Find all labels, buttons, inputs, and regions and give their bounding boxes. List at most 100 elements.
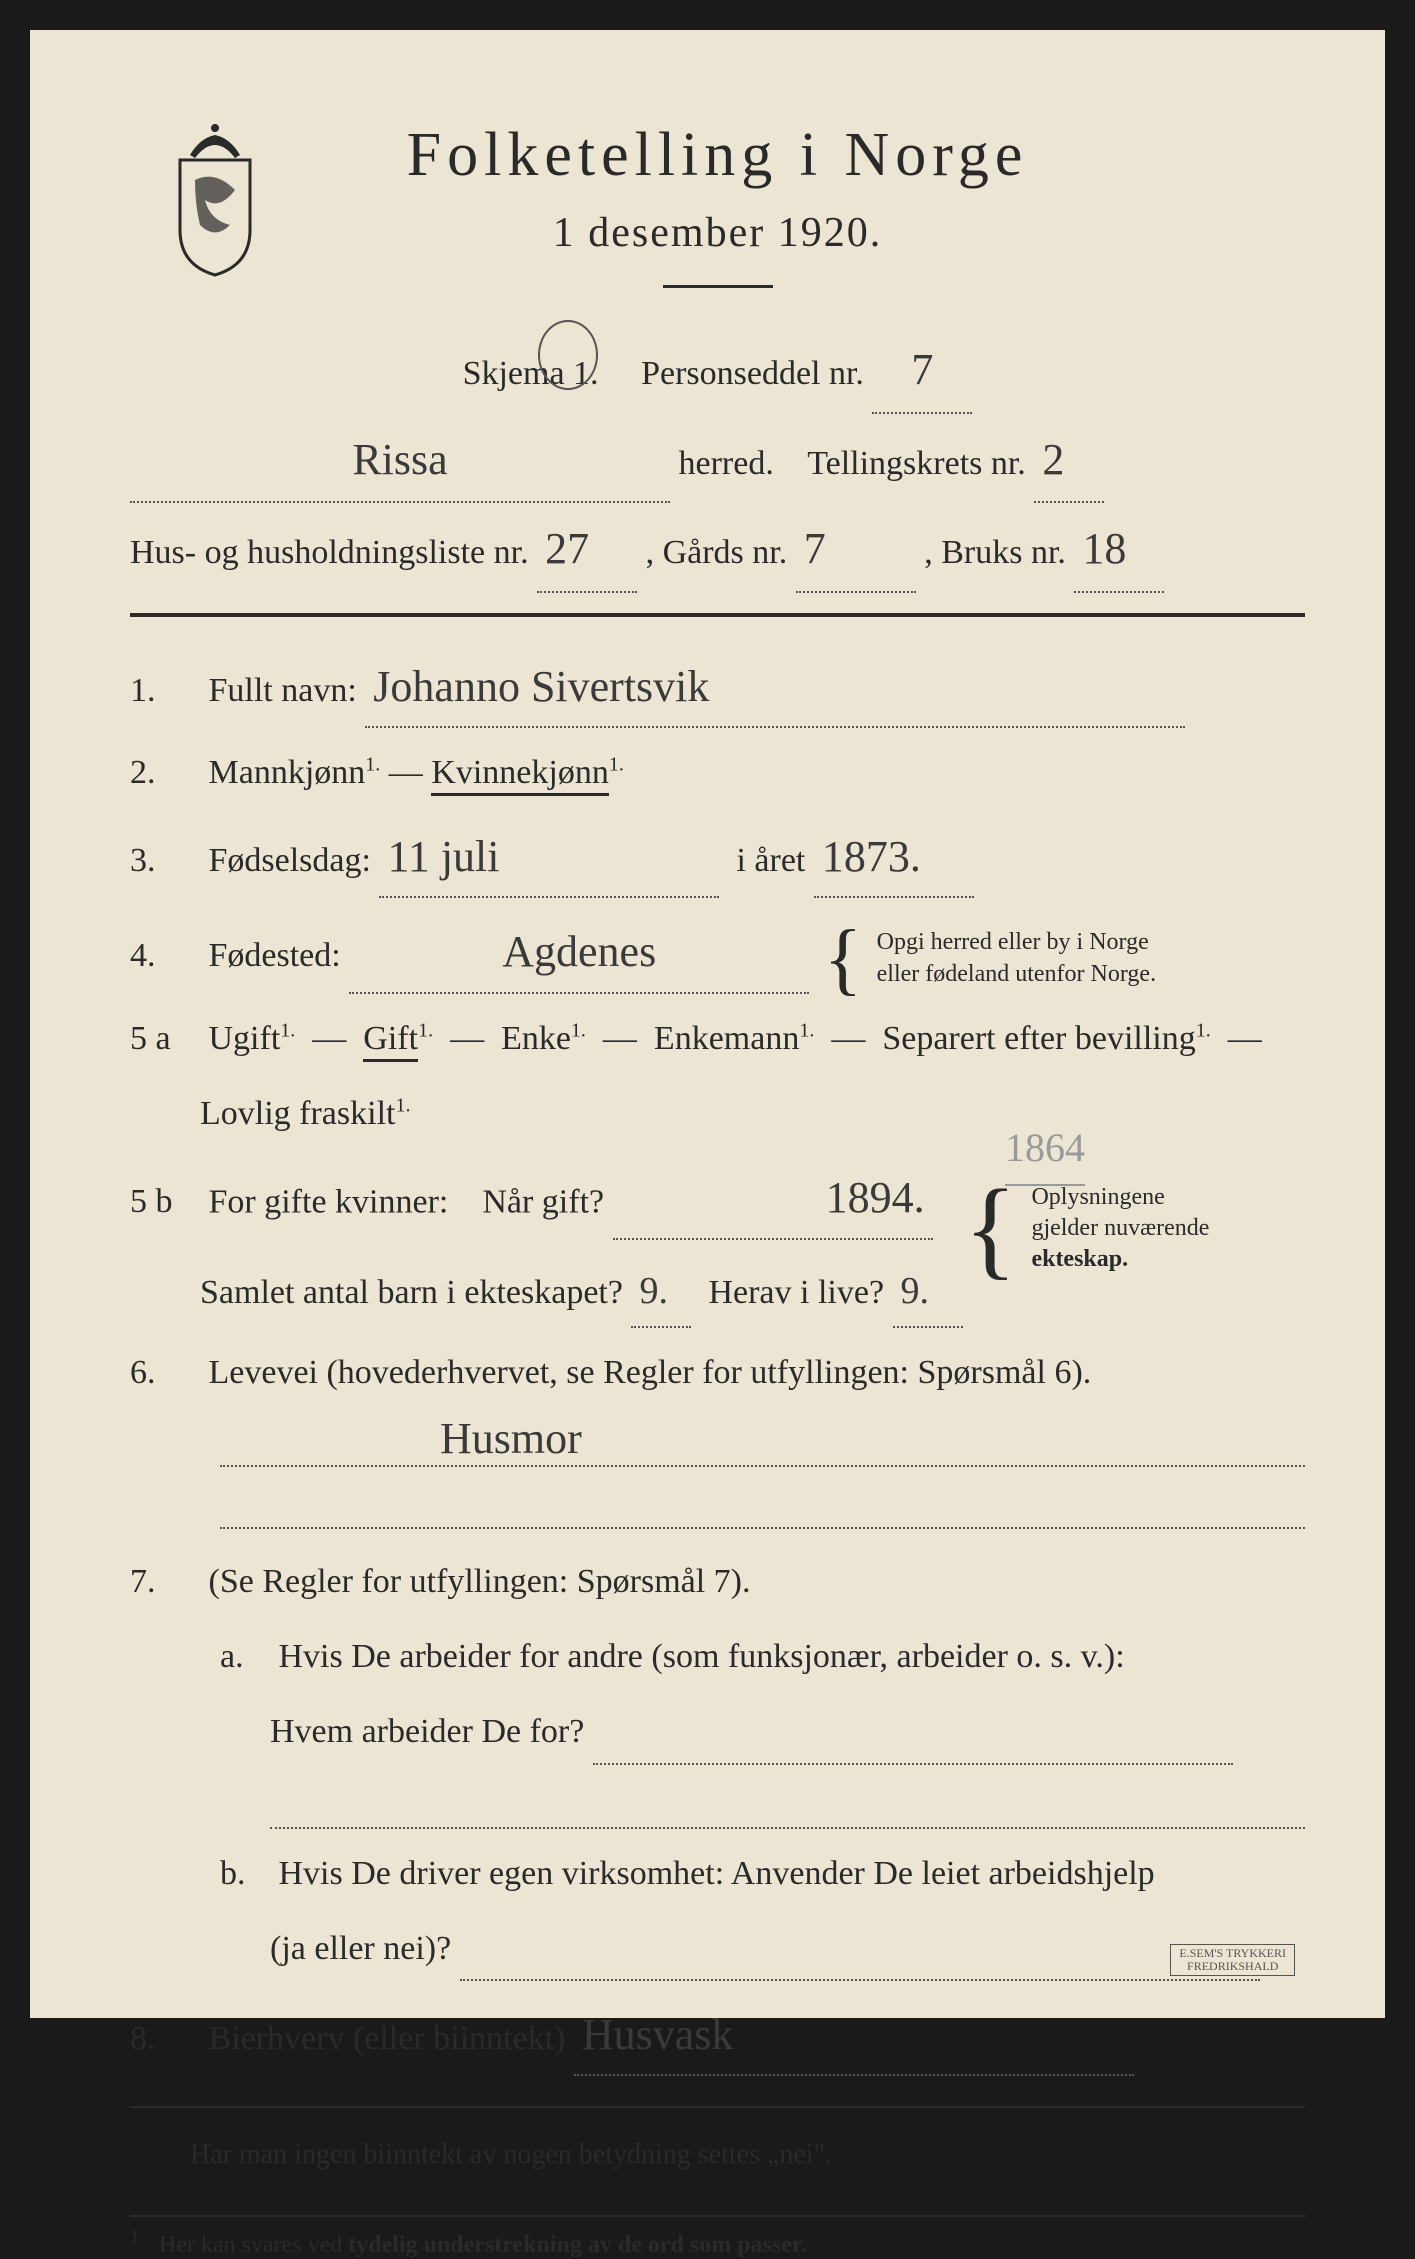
husliste-label: Hus- og husholdningsliste nr. (130, 534, 529, 571)
pencil-circle (538, 320, 598, 390)
stamp-line1: E.SEM'S TRYKKERI (1179, 1946, 1286, 1960)
question-2: 2. Mannkjønn1. — Kvinnekjønn1. (130, 742, 1305, 803)
stamp-line2: FREDRIKSHALD (1187, 1959, 1278, 1973)
subtitle: 1 desember 1920. (130, 209, 1305, 257)
footnote-sup: 1 (130, 2227, 139, 2247)
q1-num: 1. (130, 660, 200, 721)
printer-stamp: E.SEM'S TRYKKERI FREDRIKSHALD (1170, 1944, 1295, 1976)
q4-num: 4. (130, 925, 200, 986)
pencil-year: 1864 (1005, 1112, 1085, 1186)
husliste-value: 27 (537, 507, 637, 593)
q5b-nargift-val: 1894. (613, 1158, 933, 1239)
question-5a-cont: Lovlig fraskilt1. (130, 1083, 1305, 1144)
q3-year-label: i året (736, 842, 805, 879)
question-7b: b. Hvis De driver egen virksomhet: Anven… (130, 1843, 1305, 1904)
q7b-text2: (ja eller nei)? (270, 1930, 451, 1967)
q5b-live-val: 9. (893, 1257, 963, 1327)
q2-sup1: 1. (365, 754, 380, 776)
gards-label: , Gårds nr. (646, 534, 788, 571)
q6-num: 6. (130, 1342, 200, 1403)
gards-value: 7 (796, 507, 916, 593)
q4-value: Agdenes (349, 912, 809, 993)
q5a-separert: Separert efter bevilling (882, 1020, 1195, 1057)
question-5b: 1864 5 b For gifte kvinner: Når gift? 18… (130, 1158, 1305, 1252)
crest-svg (160, 120, 270, 280)
q5a-gift: Gift (363, 1020, 418, 1062)
q7b-label: b. (220, 1843, 270, 1904)
footnote-rule (130, 2215, 1305, 2217)
skjema-line: Skjema 1. Personseddel nr. 7 (130, 328, 1305, 414)
question-6: 6. Levevei (hovederhvervet, se Regler fo… (130, 1342, 1305, 1403)
q5b-barn-val: 9. (631, 1257, 691, 1327)
instruction: Har man ingen biinntekt av nogen betydni… (130, 2130, 1305, 2180)
tellingskrets-value: 2 (1034, 418, 1104, 504)
tellingskrets-label: Tellingskrets nr. (807, 445, 1026, 482)
q5b-nargift: Når gift? (482, 1183, 604, 1220)
q8-label: Bierhverv (eller biinntekt) (209, 2020, 566, 2057)
q7-num: 7. (130, 1551, 200, 1612)
herred-line: Rissa herred. Tellingskrets nr. 2 (130, 418, 1305, 504)
q7a-text1: Hvis De arbeider for andre (som funksjon… (279, 1638, 1125, 1675)
q7-label: (Se Regler for utfyllingen: Spørsmål 7). (209, 1563, 751, 1600)
question-7: 7. (Se Regler for utfyllingen: Spørsmål … (130, 1551, 1305, 1612)
bruks-value: 18 (1074, 507, 1164, 593)
q7b-text1: Hvis De driver egen virksomhet: Anvender… (279, 1855, 1155, 1892)
q3-label: Fødselsdag: (209, 842, 371, 879)
q5b-label: For gifte kvinner: (209, 1183, 449, 1220)
husliste-line: Hus- og husholdningsliste nr. 27 , Gårds… (130, 507, 1305, 593)
bottom-rule (130, 2106, 1305, 2108)
q5b-brace: { (964, 1201, 1017, 1256)
question-3: 3. Fødselsdag: 11 juli i året 1873. (130, 817, 1305, 898)
q5a-enke: Enke (501, 1020, 571, 1057)
q7a-text2: Hvem arbeider De for? (270, 1713, 584, 1750)
q5b-note1: Oplysningene (1031, 1184, 1164, 1210)
main-title: Folketelling i Norge (130, 120, 1305, 191)
q2-mann: Mannkjønn (209, 754, 366, 791)
question-8: 8. Bierhverv (eller biinntekt) Husvask (130, 1995, 1305, 2076)
q8-num: 8. (130, 2008, 200, 2069)
q2-dash: — (389, 754, 432, 791)
q5b-live-label: Herav i live? (708, 1274, 884, 1311)
q4-label: Fødested: (209, 937, 341, 974)
question-7a: a. Hvis De arbeider for andre (som funks… (130, 1626, 1305, 1687)
q3-year: 1873. (814, 817, 974, 898)
footnote: 1 Her kan svares ved tydelig understrekn… (130, 2227, 1305, 2259)
instruction-text: Har man ingen biinntekt av nogen betydni… (190, 2139, 832, 2170)
q2-sup2: 1. (609, 754, 624, 776)
personseddel-value: 7 (872, 328, 972, 414)
q5b-barn-label: Samlet antal barn i ekteskapet? (200, 1274, 623, 1311)
q5a-enkemann: Enkemann (654, 1020, 799, 1057)
question-4: 4. Fødested: Agdenes { Opgi herred eller… (130, 912, 1305, 993)
q7a-blank (593, 1701, 1233, 1764)
census-form-page: Folketelling i Norge 1 desember 1920. Sk… (30, 30, 1385, 2018)
q7b-blank (460, 1918, 1260, 1981)
q2-num: 2. (130, 742, 200, 803)
question-5b-cont: Samlet antal barn i ekteskapet? 9. Herav… (130, 1257, 1305, 1327)
header-rule (130, 613, 1305, 617)
coat-of-arms-icon (160, 120, 270, 280)
q1-label: Fullt navn: (209, 672, 357, 709)
question-1: 1. Fullt navn: Johanno Sivertsvik (130, 647, 1305, 728)
q6-blank-line (220, 1479, 1305, 1529)
question-7a-2: Hvem arbeider De for? (130, 1701, 1305, 1764)
herred-value: Rissa (130, 418, 670, 504)
q5b-note2: gjelder nuværende (1031, 1215, 1209, 1241)
q1-value: Johanno Sivertsvik (365, 647, 1185, 728)
q6-value-line: Husmor (220, 1417, 1305, 1467)
footnote-text: Her kan svares ved tydelig understreknin… (159, 2232, 806, 2258)
personseddel-label: Personseddel nr. (641, 355, 864, 392)
q5a-ugift: Ugift (209, 1020, 281, 1057)
herred-label: herred. (679, 445, 774, 482)
q4-note: Opgi herred eller by i Norge eller fødel… (877, 927, 1156, 989)
q6-value: Husmor (440, 1413, 582, 1464)
q5a-num: 5 a (130, 1008, 200, 1069)
q8-value: Husvask (574, 1995, 1134, 2076)
q4-note1: Opgi herred eller by i Norge (877, 929, 1149, 955)
title-divider (663, 285, 773, 288)
q5a-fraskilt: Lovlig fraskilt (200, 1095, 395, 1132)
q3-num: 3. (130, 830, 200, 891)
question-7b-2: (ja eller nei)? (130, 1918, 1305, 1981)
q6-label: Levevei (hovederhvervet, se Regler for u… (209, 1354, 1092, 1391)
q5b-num: 5 b (130, 1171, 200, 1232)
q7a-label: a. (220, 1626, 270, 1687)
